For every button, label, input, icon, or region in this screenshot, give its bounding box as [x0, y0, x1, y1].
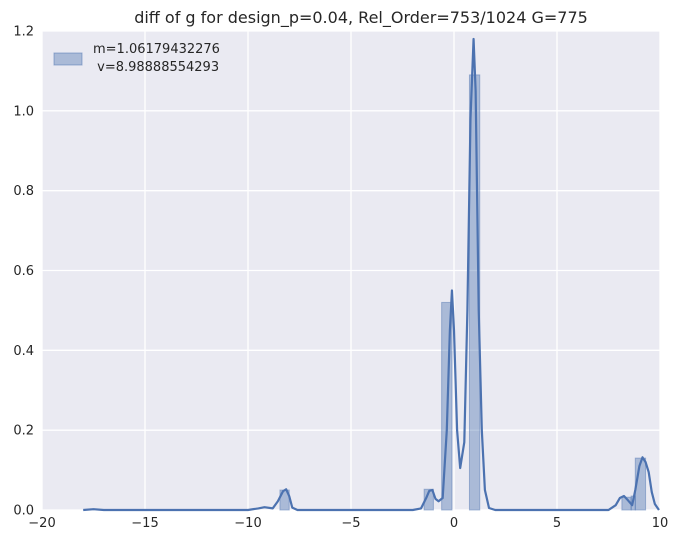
y-tick-label: 0.0 — [13, 504, 34, 519]
x-tick-label: −5 — [341, 516, 360, 531]
legend-label-variance: v=8.98888554293 — [93, 60, 219, 75]
x-tick-label: −10 — [234, 516, 261, 531]
histogram-bar — [423, 488, 434, 511]
kde-line — [83, 37, 660, 512]
x-axis-ticks: −20 −15 −10 −5 0 5 10 — [28, 516, 668, 531]
legend-swatch — [53, 52, 83, 66]
x-tick-label: 5 — [553, 516, 561, 531]
y-axis-ticks: 0.0 0.2 0.4 0.6 0.8 1.0 1.2 — [13, 25, 34, 519]
y-tick-label: 0.6 — [13, 264, 34, 279]
x-tick-label: 0 — [450, 516, 458, 531]
x-tick-label: −15 — [131, 516, 158, 531]
legend: m=1.06179432276 v=8.98888554293 — [53, 42, 220, 75]
x-tick-label: −20 — [28, 516, 55, 531]
kde-curve — [83, 37, 660, 512]
y-tick-label: 1.2 — [13, 25, 34, 40]
y-tick-label: 1.0 — [13, 104, 34, 119]
y-tick-label: 0.4 — [13, 344, 34, 359]
legend-label-mean: m=1.06179432276 — [93, 42, 220, 57]
y-tick-label: 0.8 — [13, 184, 34, 199]
x-tick-label: 10 — [652, 516, 669, 531]
y-tick-label: 0.2 — [13, 424, 34, 439]
chart-title: diff of g for design_p=0.04, Rel_Order=7… — [134, 8, 588, 28]
